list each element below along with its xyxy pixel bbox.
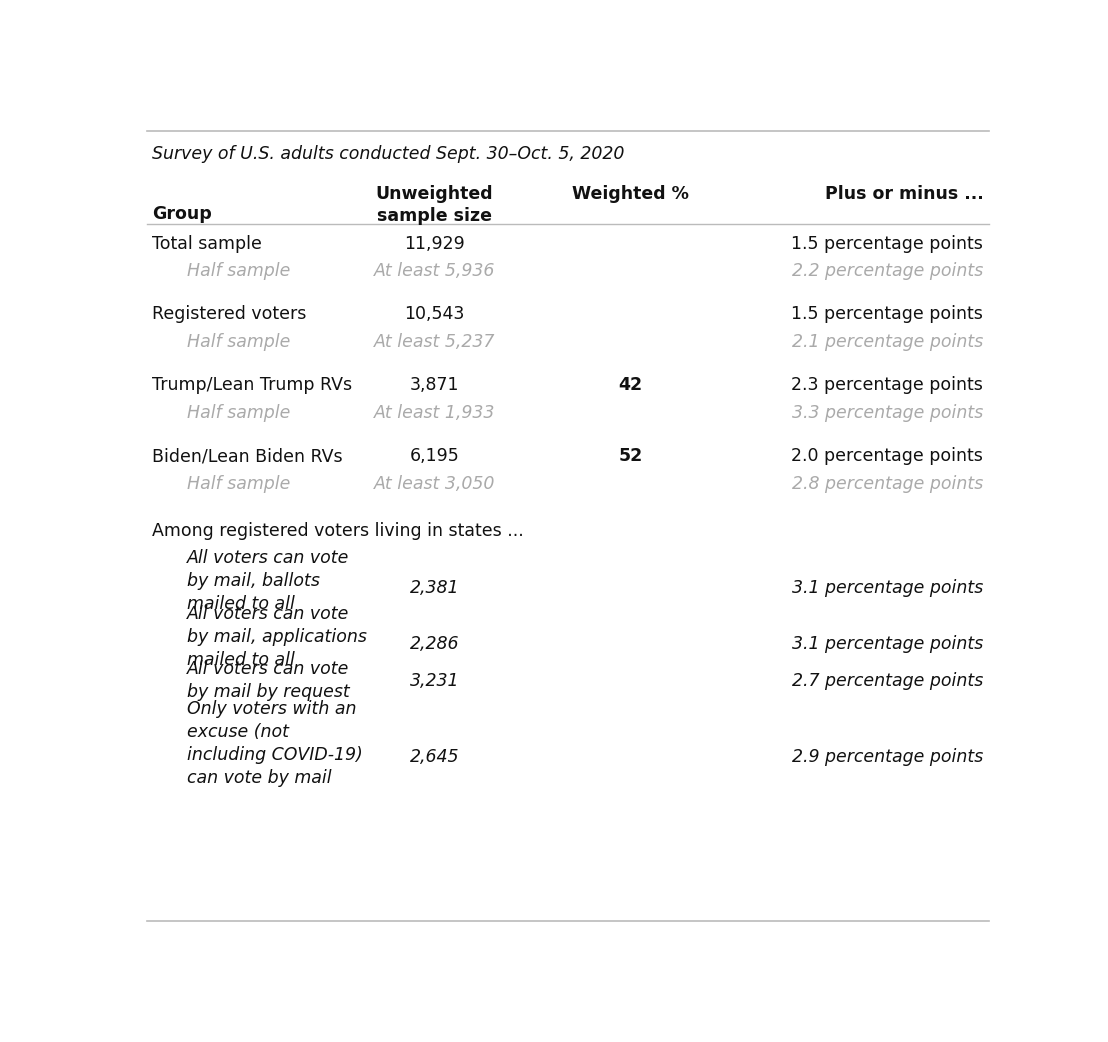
- Text: At least 5,237: At least 5,237: [373, 333, 495, 351]
- Text: Total sample: Total sample: [153, 234, 263, 252]
- Text: 3.1 percentage points: 3.1 percentage points: [792, 579, 983, 597]
- Text: Among registered voters living in states ...: Among registered voters living in states…: [153, 522, 524, 540]
- Text: 2.8 percentage points: 2.8 percentage points: [792, 475, 983, 493]
- Text: 2.9 percentage points: 2.9 percentage points: [792, 748, 983, 766]
- Text: Only voters with an
excuse (not
including COVID-19)
can vote by mail: Only voters with an excuse (not includin…: [186, 700, 362, 787]
- Text: 6,195: 6,195: [410, 447, 460, 465]
- Text: 3,231: 3,231: [410, 672, 460, 690]
- Text: Trump/Lean Trump RVs: Trump/Lean Trump RVs: [153, 376, 352, 394]
- Text: 3,871: 3,871: [410, 376, 460, 394]
- Text: 10,543: 10,543: [404, 305, 464, 323]
- Text: 2.3 percentage points: 2.3 percentage points: [791, 376, 983, 394]
- Text: All voters can vote
by mail, applications
mailed to all: All voters can vote by mail, application…: [186, 604, 367, 669]
- Text: 2.7 percentage points: 2.7 percentage points: [792, 672, 983, 690]
- Text: All voters can vote
by mail, ballots
mailed to all: All voters can vote by mail, ballots mai…: [186, 549, 349, 613]
- Text: Half sample: Half sample: [186, 333, 290, 351]
- Text: 3.3 percentage points: 3.3 percentage points: [792, 404, 983, 422]
- Text: Half sample: Half sample: [186, 263, 290, 280]
- Text: 2,381: 2,381: [410, 579, 460, 597]
- Text: All voters can vote
by mail by request: All voters can vote by mail by request: [186, 661, 349, 701]
- Text: Registered voters: Registered voters: [153, 305, 307, 323]
- Text: 2.1 percentage points: 2.1 percentage points: [792, 333, 983, 351]
- Text: 11,929: 11,929: [404, 234, 465, 252]
- Text: Unweighted
sample size: Unweighted sample size: [376, 185, 493, 225]
- Text: 2.0 percentage points: 2.0 percentage points: [791, 447, 983, 465]
- Text: Survey of U.S. adults conducted Sept. 30–Oct. 5, 2020: Survey of U.S. adults conducted Sept. 30…: [153, 145, 625, 163]
- Text: Group: Group: [153, 205, 213, 223]
- Text: Half sample: Half sample: [186, 404, 290, 422]
- Text: 1.5 percentage points: 1.5 percentage points: [791, 234, 983, 252]
- Text: At least 3,050: At least 3,050: [373, 475, 495, 493]
- Text: 42: 42: [618, 376, 643, 394]
- Text: Weighted %: Weighted %: [572, 185, 689, 203]
- Text: 2.2 percentage points: 2.2 percentage points: [792, 263, 983, 280]
- Text: Half sample: Half sample: [186, 475, 290, 493]
- Text: 2,645: 2,645: [410, 748, 460, 766]
- Text: 52: 52: [618, 447, 643, 465]
- Text: 2,286: 2,286: [410, 635, 460, 652]
- Text: Biden/Lean Biden RVs: Biden/Lean Biden RVs: [153, 447, 343, 465]
- Text: 3.1 percentage points: 3.1 percentage points: [792, 635, 983, 652]
- Text: Plus or minus ...: Plus or minus ...: [824, 185, 983, 203]
- Text: At least 1,933: At least 1,933: [373, 404, 495, 422]
- Text: 1.5 percentage points: 1.5 percentage points: [791, 305, 983, 323]
- Text: At least 5,936: At least 5,936: [373, 263, 495, 280]
